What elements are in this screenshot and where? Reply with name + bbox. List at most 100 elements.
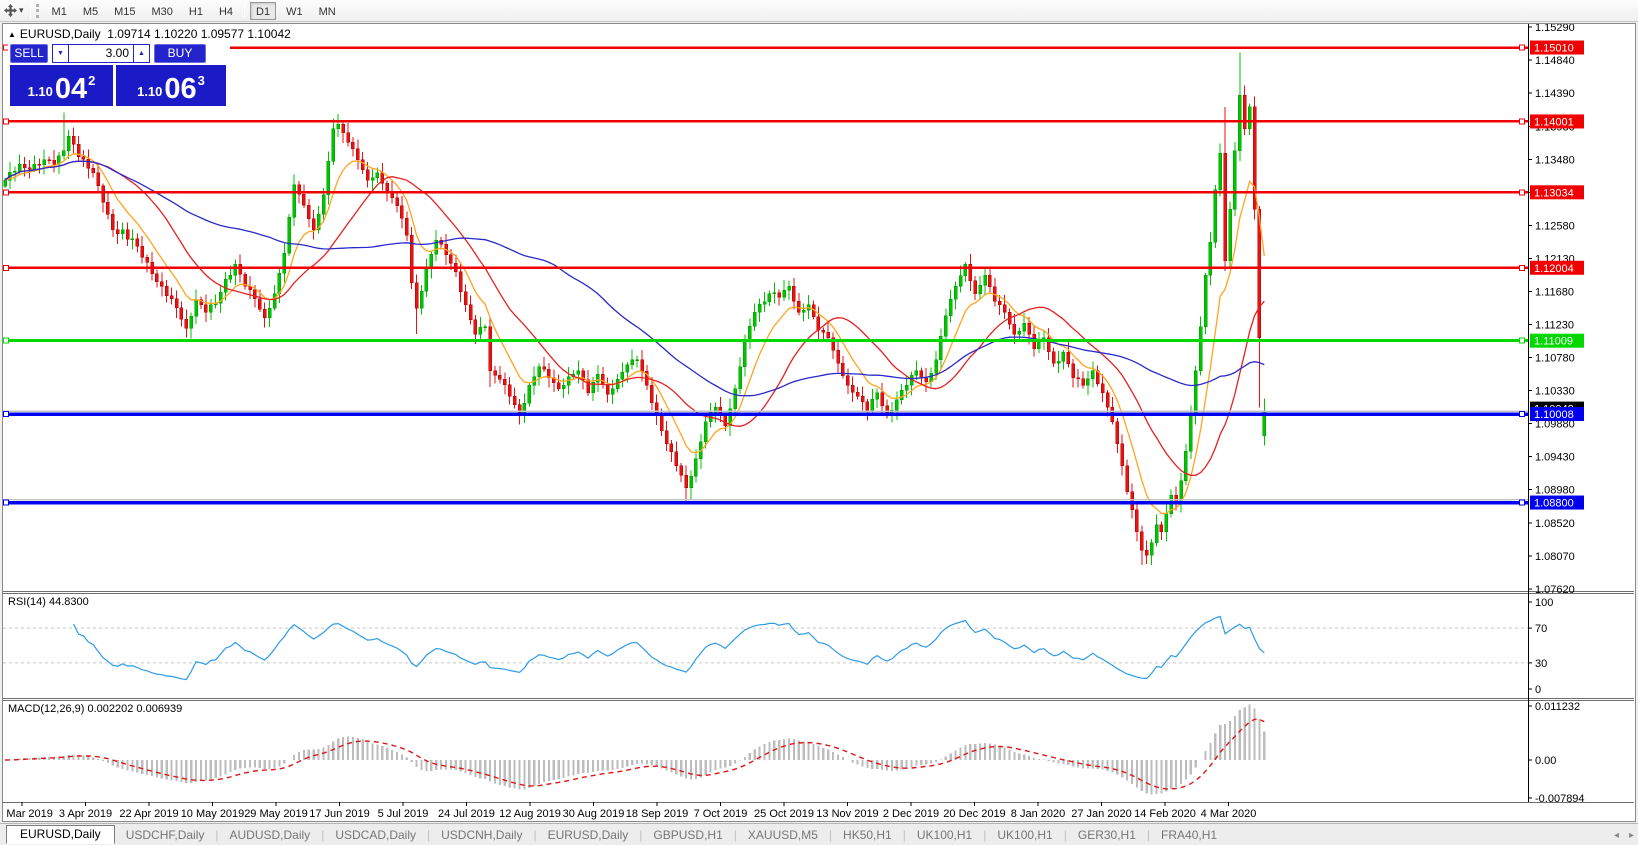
chart-tab[interactable]: EURUSD,Daily <box>547 827 629 842</box>
tab-scroll-buttons: ◂ ▸ <box>1614 824 1634 845</box>
svg-text:1.12580: 1.12580 <box>1535 221 1575 233</box>
svg-text:18 Sep 2019: 18 Sep 2019 <box>626 808 688 820</box>
buy-price-pip: 3 <box>197 73 205 88</box>
svg-text:1.15290: 1.15290 <box>1535 24 1575 34</box>
macd-signal-line <box>4 718 1265 790</box>
buy-button[interactable]: BUY <box>154 44 206 63</box>
tab-separator: | <box>902 827 906 842</box>
tab-separator: | <box>733 827 737 842</box>
chart-canvas[interactable]: 1.152901.148401.143901.139301.134801.130… <box>3 24 1635 821</box>
spread-increase-button[interactable]: ▲ <box>133 44 150 63</box>
chart-tab[interactable]: GER30,H1 <box>1077 827 1136 842</box>
svg-text:14 Feb 2020: 14 Feb 2020 <box>1134 808 1196 820</box>
timeframe-button-H1[interactable]: H1 <box>188 5 203 18</box>
svg-text:22 Apr 2019: 22 Apr 2019 <box>119 808 178 820</box>
top-toolbar: ▾ M1 M5 M15 M30 H1 H4 D1 W1 MN <box>0 0 1638 22</box>
svg-text:1.12004: 1.12004 <box>1534 263 1574 275</box>
tab-separator: | <box>1063 827 1067 842</box>
svg-text:4 Mar 2020: 4 Mar 2020 <box>1201 808 1257 820</box>
buy-quote[interactable]: 1.10 06 3 <box>116 65 226 106</box>
timeframe-button-M15[interactable]: M15 <box>114 5 136 18</box>
svg-text:1.08980: 1.08980 <box>1535 484 1575 496</box>
volume-input[interactable]: 3.00 <box>69 44 133 63</box>
sell-quote[interactable]: 1.10 04 2 <box>10 65 113 106</box>
chart-background <box>3 24 1634 821</box>
macd-histogram <box>8 704 1266 795</box>
macd-scale: 0.011232 0.00 -0.007894 <box>1528 701 1585 805</box>
svg-text:5 Jul 2019: 5 Jul 2019 <box>378 808 429 820</box>
svg-text:0.011232: 0.011232 <box>1535 701 1580 713</box>
tab-separator: | <box>1146 827 1151 842</box>
timeframe-button-H4[interactable]: H4 <box>218 5 234 18</box>
tab-separator: | <box>215 827 219 842</box>
svg-text:2 Dec 2019: 2 Dec 2019 <box>883 808 939 820</box>
chart-tab[interactable]: UK100,H1 <box>916 827 973 842</box>
svg-text:0: 0 <box>1535 684 1541 696</box>
tab-scroll-right-icon[interactable]: ▸ <box>1628 829 1634 841</box>
chart-tab[interactable]: XAUUSD,M5 <box>747 827 818 842</box>
svg-text:1.13480: 1.13480 <box>1535 155 1575 167</box>
svg-text:0.00: 0.00 <box>1535 755 1556 767</box>
chart-tab[interactable]: USDCNH,Daily <box>441 827 523 842</box>
rsi-line <box>73 615 1265 681</box>
svg-text:1.08800: 1.08800 <box>1534 498 1574 510</box>
tab-scroll-left-icon[interactable]: ◂ <box>1613 829 1619 841</box>
collapse-chart-icon[interactable]: ▲ <box>8 30 16 39</box>
macd-indicator-label: MACD(12,26,9) 0.002202 0.006939 <box>8 703 183 715</box>
chart-tab[interactable]: GBPUSD,H1 <box>653 827 723 842</box>
svg-text:1.14840: 1.14840 <box>1535 55 1575 67</box>
chart-tab[interactable]: USDCHF,Daily <box>125 827 205 842</box>
rsi-level-lines <box>3 627 1528 664</box>
svg-text:1.07620: 1.07620 <box>1535 584 1575 596</box>
svg-text:24 Jul 2019: 24 Jul 2019 <box>438 808 495 820</box>
timeframe-button-M5[interactable]: M5 <box>82 5 99 18</box>
svg-text:20 Dec 2019: 20 Dec 2019 <box>943 808 1005 820</box>
price-line-labels: 1.100421.150101.140011.130341.120041.110… <box>1530 40 1584 510</box>
svg-text:15 Mar 2019: 15 Mar 2019 <box>3 808 53 820</box>
svg-text:1.11009: 1.11009 <box>1534 336 1573 348</box>
svg-text:1.08520: 1.08520 <box>1535 518 1575 530</box>
svg-text:1.11680: 1.11680 <box>1535 287 1574 299</box>
svg-text:1.10330: 1.10330 <box>1535 385 1575 397</box>
chart-ohlc: 1.09714 1.10220 1.09577 1.10042 <box>107 27 291 41</box>
cursor-tool-dropdown-icon[interactable]: ▾ <box>19 5 24 15</box>
timeframe-button-M1[interactable]: M1 <box>51 5 67 18</box>
chart-tab[interactable]: USDCAD,Daily <box>335 827 416 842</box>
svg-text:1.14001: 1.14001 <box>1534 116 1574 128</box>
timeframe-button-W1[interactable]: W1 <box>286 5 303 18</box>
svg-text:1.10780: 1.10780 <box>1535 352 1575 364</box>
rsi-scale: 100 70 30 0 <box>1528 597 1553 696</box>
sell-button[interactable]: SELL <box>10 44 48 63</box>
chart-tab[interactable]: FRA40,H1 <box>1161 827 1218 842</box>
sell-price-pip: 2 <box>88 73 96 88</box>
svg-text:7 Oct 2019: 7 Oct 2019 <box>694 808 748 820</box>
chart-tab-bar: ◂ ▸ EURUSD,Daily USDCHF,Daily | AUDUSD,Dail… <box>0 823 1638 845</box>
toolbar-grip[interactable] <box>35 3 39 18</box>
chart-tab[interactable]: HK50,H1 <box>843 827 892 842</box>
svg-text:27 Jan 2020: 27 Jan 2020 <box>1071 808 1132 820</box>
cursor-move-icon[interactable] <box>3 3 18 18</box>
timeframe-button-M30[interactable]: M30 <box>151 5 173 18</box>
svg-text:1.09430: 1.09430 <box>1535 451 1575 463</box>
svg-text:3 Apr 2019: 3 Apr 2019 <box>59 808 112 820</box>
tab-separator: | <box>427 827 431 842</box>
chart-symbol: EURUSD,Daily <box>19 27 101 41</box>
buy-price-big: 06 <box>164 73 197 105</box>
svg-text:12 Aug 2019: 12 Aug 2019 <box>499 808 561 820</box>
timeframe-button-MN[interactable]: MN <box>318 5 336 18</box>
chart-tab[interactable]: UK100,H1 <box>997 827 1053 842</box>
svg-text:1.08070: 1.08070 <box>1535 551 1575 563</box>
svg-text:100: 100 <box>1535 597 1553 609</box>
horizontal-line-objects[interactable] <box>3 44 1528 506</box>
svg-text:13 Nov 2019: 13 Nov 2019 <box>816 808 878 820</box>
timeframe-button-D1[interactable]: D1 <box>250 1 277 20</box>
chart-tab-active[interactable]: EURUSD,Daily <box>6 825 115 844</box>
chart-tab[interactable]: AUDUSD,Daily <box>229 827 311 842</box>
tab-separator: | <box>983 827 987 842</box>
ma-slow <box>4 160 1265 397</box>
spread-decrease-button[interactable]: ▼ <box>52 44 69 63</box>
svg-text:30: 30 <box>1535 658 1547 670</box>
svg-text:70: 70 <box>1535 623 1547 635</box>
rsi-indicator-label: RSI(14) 44.8300 <box>8 596 89 608</box>
